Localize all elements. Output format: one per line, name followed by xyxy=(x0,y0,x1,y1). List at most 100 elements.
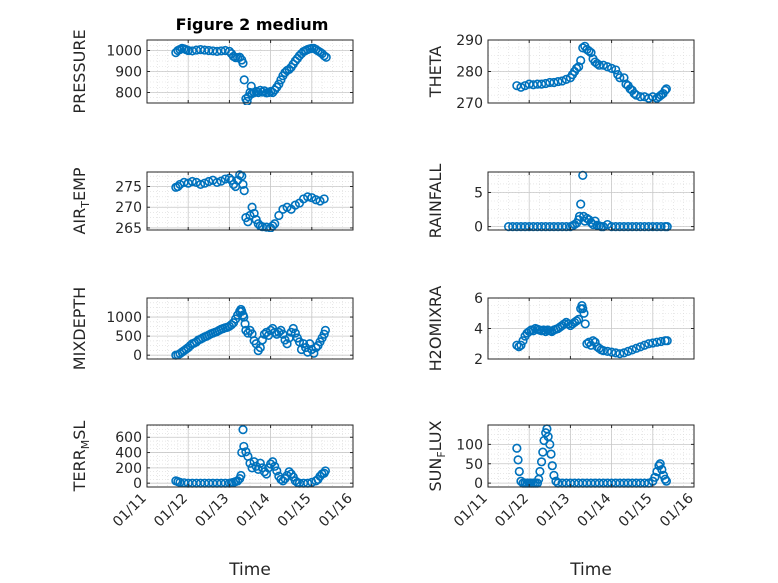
data-point xyxy=(319,51,329,61)
y-axis-label: H2OMIXRA xyxy=(426,286,445,372)
y-axis-label-subscript: F xyxy=(435,451,448,457)
data-point xyxy=(557,76,567,86)
y-axis-label-part: SUN xyxy=(426,458,445,492)
data-point xyxy=(611,65,621,75)
data-point xyxy=(571,316,582,326)
y-axis-label-part: EMP xyxy=(70,167,89,201)
y-axis-label: MIXDEPTH xyxy=(70,287,89,370)
y-tick-label: 900 xyxy=(115,65,142,81)
y-tick-label: 6 xyxy=(474,291,483,307)
axes-box xyxy=(146,297,354,360)
data-point xyxy=(309,348,319,358)
axes-box xyxy=(487,424,695,488)
data-point xyxy=(657,464,667,475)
y-tick-label: 100 xyxy=(456,437,483,453)
data-point xyxy=(187,46,197,56)
y-tick-label: 270 xyxy=(115,200,142,216)
data-point xyxy=(545,439,555,449)
data-point xyxy=(243,217,253,227)
data-point xyxy=(242,96,252,105)
data-point xyxy=(588,336,598,346)
data-point xyxy=(592,59,602,69)
y-tick-label: 4 xyxy=(474,322,483,338)
data-point xyxy=(320,325,330,336)
y-axis-label: AIRTEMP xyxy=(70,167,92,234)
data-point xyxy=(257,335,267,345)
data-point xyxy=(535,466,545,477)
data-point xyxy=(247,463,257,473)
data-point xyxy=(270,327,280,337)
y-axis-label-part: LUX xyxy=(426,420,445,451)
axes-box xyxy=(146,171,354,231)
y-tick-label: 1000 xyxy=(106,44,142,60)
y-tick-label: 500 xyxy=(115,329,142,345)
data-point xyxy=(514,342,524,352)
data-point xyxy=(320,466,330,476)
data-point xyxy=(652,466,662,477)
data-point xyxy=(602,62,613,72)
data-point xyxy=(518,336,528,346)
y-tick-label: 0 xyxy=(133,348,142,364)
data-point xyxy=(606,63,617,73)
data-point xyxy=(255,458,265,468)
y-axis-label-part: TERR xyxy=(70,449,89,492)
y-axis-label: SUNFLUX xyxy=(426,420,448,491)
data-point xyxy=(249,457,259,467)
data-point xyxy=(239,75,249,85)
y-tick-label: 280 xyxy=(456,65,483,81)
subplot-theta: 270 280 290 THETA xyxy=(426,33,695,112)
data-point xyxy=(615,349,625,359)
data-point xyxy=(303,192,313,202)
data-series xyxy=(512,41,671,103)
data-point xyxy=(662,336,672,346)
data-point xyxy=(547,461,557,471)
data-point xyxy=(571,63,582,73)
x-axis-label: Time xyxy=(228,560,271,580)
y-tick-label: 400 xyxy=(115,446,142,462)
data-point xyxy=(268,457,278,467)
y-axis-label-subscript: T xyxy=(79,201,92,209)
data-point xyxy=(238,179,248,190)
data-point xyxy=(541,326,551,337)
data-point xyxy=(512,443,522,453)
axes-box xyxy=(487,171,695,231)
data-point xyxy=(290,328,300,338)
subplot-pressure: 800 900 1000 PRESSURE xyxy=(70,29,354,114)
data-point xyxy=(238,58,248,68)
y-tick-label: 0 xyxy=(133,476,142,492)
y-axis-label: RAINFALL xyxy=(426,164,445,239)
data-point xyxy=(648,338,658,348)
y-axis-label: PRESSURE xyxy=(70,29,89,113)
y-tick-label: 800 xyxy=(115,86,142,102)
data-point xyxy=(661,476,671,486)
data-point xyxy=(598,60,608,70)
data-series xyxy=(171,304,330,360)
data-point xyxy=(656,336,666,347)
x-axis-label: Time xyxy=(569,560,612,580)
data-point xyxy=(241,447,251,457)
data-point xyxy=(661,84,671,94)
subplot-mixdepth: 0 500 1000 MIXDEPTH xyxy=(70,287,354,370)
y-tick-label: 50 xyxy=(465,457,483,473)
data-point xyxy=(576,199,586,209)
y-tick-label: 5 xyxy=(474,185,483,201)
y-axis-label-part: AIR xyxy=(70,208,89,235)
data-point xyxy=(635,92,646,102)
data-point xyxy=(319,194,329,204)
data-point xyxy=(516,340,526,350)
data-point xyxy=(261,469,272,479)
data-point xyxy=(187,176,197,187)
data-point xyxy=(574,314,584,324)
data-point xyxy=(321,52,331,62)
axes-box xyxy=(146,424,354,488)
data-point xyxy=(579,308,589,318)
y-axis-label-subscript: M xyxy=(79,440,92,450)
y-axis-label: THETA xyxy=(426,46,445,98)
data-point xyxy=(270,219,280,229)
data-point xyxy=(259,86,270,96)
data-point xyxy=(631,90,641,100)
y-axis-label: TERRMSL xyxy=(70,421,92,493)
data-point xyxy=(580,319,590,329)
data-point xyxy=(514,466,524,477)
